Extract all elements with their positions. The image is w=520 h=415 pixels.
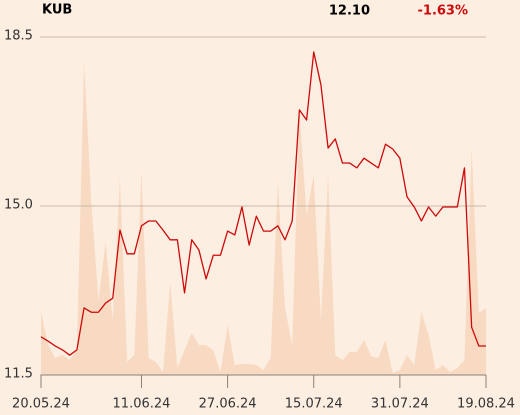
volume-layer xyxy=(41,62,486,375)
x-tick-label: 27.06.24 xyxy=(199,397,257,412)
x-tick-label: 11.06.24 xyxy=(113,397,171,412)
x-tick-label: 20.05.24 xyxy=(12,397,70,412)
volume-area xyxy=(41,62,486,375)
x-tick-label: 19.08.24 xyxy=(457,397,515,412)
last-price: 12.10 xyxy=(329,4,370,19)
price-line xyxy=(40,51,486,356)
y-tick-label: 11.5 xyxy=(4,367,33,382)
chart-title: KUB xyxy=(42,3,72,18)
x-tick-label: 31.07.24 xyxy=(371,397,429,412)
price-layer xyxy=(40,51,486,356)
y-tick-label: 18.5 xyxy=(4,29,33,44)
y-tick-label: 15.0 xyxy=(4,198,33,213)
price-change: -1.63% xyxy=(418,4,469,19)
x-tick-label: 15.07.24 xyxy=(285,397,343,412)
grid-layer xyxy=(40,36,487,388)
